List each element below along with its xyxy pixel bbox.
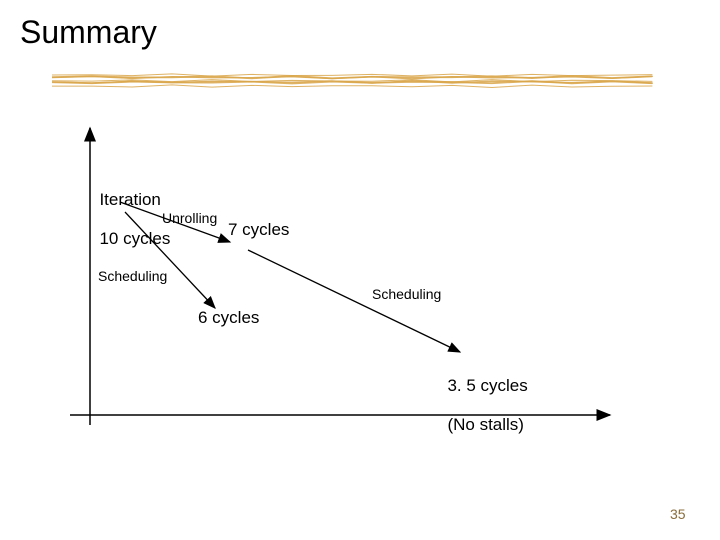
label-scheduling-2: Scheduling [372, 286, 441, 302]
label-7cycles: 7 cycles [228, 220, 289, 240]
label-6cycles: 6 cycles [198, 308, 259, 328]
label-unrolling: Unrolling [162, 210, 217, 226]
label-result: 3. 5 cycles (No stalls) [438, 356, 528, 434]
label-iteration-line2: 10 cycles [99, 229, 170, 248]
page-title: Summary [20, 14, 157, 51]
label-iteration-line1: Iteration [99, 190, 160, 209]
page-number: 35 [670, 506, 686, 522]
label-result-line2: (No stalls) [447, 415, 524, 434]
title-underline [52, 72, 662, 96]
label-scheduling-1: Scheduling [98, 268, 167, 284]
label-result-line1: 3. 5 cycles [447, 376, 527, 395]
label-iteration: Iteration 10 cycles [90, 170, 170, 248]
